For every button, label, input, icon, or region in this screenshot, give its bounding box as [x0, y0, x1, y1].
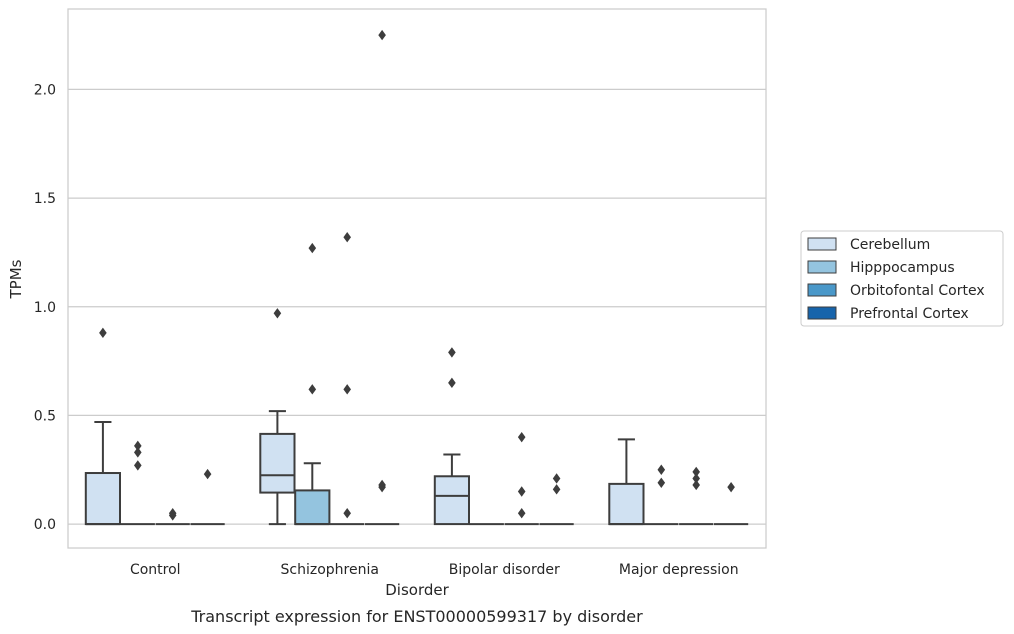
outlier-point [308, 242, 317, 254]
legend: Cerebellum Hipppocampus Orbitofontal Corte… [800, 230, 1004, 327]
plot-area-frame [67, 8, 767, 549]
outlier-point [448, 377, 456, 389]
outlier-point [657, 464, 666, 475]
y-tick-label: 1.5 [34, 191, 56, 207]
legend-swatch [807, 260, 837, 274]
box-cerebellum [608, 438, 645, 526]
outlier-point [448, 347, 456, 358]
legend-label: Orbitofontal Cortex [850, 283, 985, 299]
legend-swatch [807, 283, 837, 297]
box-orbitofontal-cortex [330, 232, 365, 526]
y-tick-label: 0.5 [34, 408, 56, 424]
box-hipppocampus [294, 242, 331, 526]
x-tick-label: Control [130, 562, 181, 578]
outlier-point [727, 481, 735, 493]
legend-swatch [807, 306, 837, 320]
outlier-point [552, 473, 561, 484]
y-tick-label: 2.0 [34, 82, 56, 98]
y-tick-label: 0.0 [34, 517, 56, 533]
outlier-point [517, 486, 526, 497]
y-axis-ticks: 0.0 0.5 1.0 1.5 2.0 [34, 82, 56, 533]
outlier-point [168, 508, 177, 519]
x-tick-label: Bipolar disorder [449, 562, 560, 578]
box-body [259, 432, 296, 494]
legend-label: Cerebellum [850, 237, 930, 253]
outlier-point [343, 232, 351, 243]
box-series [84, 29, 749, 526]
box-orbitofontal-cortex [155, 508, 190, 526]
outlier-point [378, 479, 386, 491]
box-body [608, 482, 645, 526]
outlier-point [134, 447, 142, 458]
box-orbitofontal-cortex [679, 466, 714, 526]
legend-label: Hipppocampus [850, 260, 955, 276]
box-prefrontal-cortex [539, 473, 574, 526]
box-body [433, 475, 471, 526]
box-hipppocampus [120, 440, 155, 526]
outlier-point [343, 508, 351, 519]
box-prefrontal-cortex [364, 29, 400, 526]
box-prefrontal-cortex [713, 481, 749, 526]
box-body [84, 472, 122, 526]
box-cerebellum [84, 327, 122, 526]
x-axis-label: Disorder [385, 581, 449, 599]
outlier-point [203, 468, 212, 480]
outlier-point [552, 484, 561, 495]
x-axis-ticks: Control Schizophrenia Bipolar disorder Majo… [130, 562, 739, 578]
outlier-point [308, 384, 317, 395]
y-axis-label: TPMs [7, 259, 25, 299]
outlier-point [517, 431, 526, 443]
outlier-point [134, 440, 142, 452]
chart-caption: Transcript expression for ENST0000059931… [190, 607, 643, 626]
outlier-point [517, 508, 526, 519]
outlier-point [692, 479, 700, 491]
legend-label: Prefrontal Cortex [850, 306, 969, 322]
x-tick-label: Schizophrenia [281, 562, 379, 578]
box-body [294, 489, 331, 526]
box-cerebellum [259, 308, 296, 526]
outlier-point [692, 466, 700, 478]
legend-frame [800, 230, 1004, 327]
outlier-point [343, 384, 351, 395]
x-tick-label: Major depression [619, 562, 739, 578]
outlier-point [99, 327, 107, 339]
box-prefrontal-cortex [190, 468, 225, 526]
outlier-point [692, 473, 700, 484]
box-hipppocampus [644, 464, 679, 526]
grid-lines [68, 88, 766, 525]
legend-swatch [807, 237, 837, 251]
outlier-point [273, 308, 282, 319]
box-cerebellum [433, 347, 471, 526]
outlier-point [378, 29, 386, 41]
box-orbitofontal-cortex [504, 431, 539, 526]
y-tick-label: 1.0 [34, 300, 56, 316]
outlier-point [657, 477, 666, 488]
outlier-point [134, 460, 142, 471]
